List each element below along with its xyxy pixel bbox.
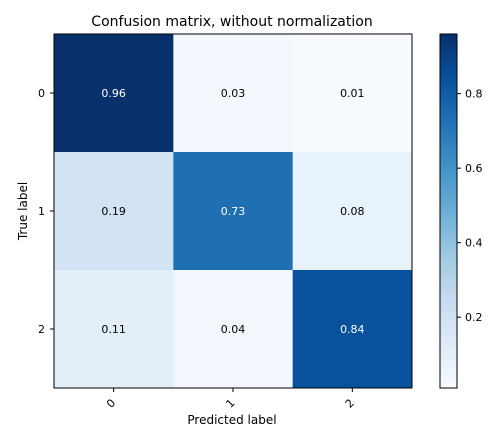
y-tick-label-0: 0: [38, 87, 45, 100]
heatmap-cell-r2-c2: [292, 270, 413, 389]
heatmap-cell-r2-c1: [173, 270, 294, 389]
heatmap-cell-label-r2-c2: 0.84: [340, 323, 365, 336]
chart-title: Confusion matrix, without normalization: [91, 14, 372, 30]
heatmap-cell-label-r2-c0: 0.11: [101, 323, 126, 336]
x-axis-label: Predicted label: [187, 413, 276, 427]
colorbar-tick-label-1: 0.4: [465, 237, 483, 250]
y-tick-label-1: 1: [38, 205, 45, 218]
heatmap-cell-label-r1-c2: 0.08: [340, 205, 365, 218]
x-tick-label-2: 2: [343, 396, 357, 410]
heatmap-cell-label-r2-c1: 0.04: [221, 323, 246, 336]
heatmap-cells: [54, 34, 413, 389]
colorbar-tick-label-2: 0.6: [465, 162, 483, 175]
colorbar-tick-label-3: 0.8: [465, 88, 483, 101]
y-axis-ticks: 0 1 2: [38, 87, 54, 336]
heatmap-cell-label-r0-c1: 0.03: [221, 87, 246, 100]
heatmap-cell-labels: 0.96 0.03 0.01 0.19 0.73 0.08 0.11 0.04 0.84: [101, 87, 364, 336]
colorbar-frame: [439, 33, 458, 389]
heatmap-cell-label-r1-c0: 0.19: [101, 205, 126, 218]
colorbar-gradient: [440, 34, 457, 388]
heatmap-cell-r1-c1: [173, 152, 294, 271]
y-tick-label-2: 2: [38, 323, 45, 336]
x-tick-label-0: 0: [104, 396, 118, 410]
heatmap-cell-r2-c0: [54, 270, 174, 389]
heatmap-cell-r1-c0: [54, 152, 174, 271]
heatmap-cell-r0-c0: [54, 34, 174, 153]
heatmap-cell-r0-c2: [292, 34, 413, 153]
heatmap-cell-label-r0-c0: 0.96: [101, 87, 126, 100]
colorbar-ticks: 0.2 0.4 0.6 0.8: [457, 88, 483, 324]
colorbar-tick-label-0: 0.2: [465, 311, 483, 324]
heatmap-cell-label-r1-c1: 0.73: [221, 205, 246, 218]
heatmap-cell-r1-c2: [292, 152, 413, 271]
heatmap-cell-r0-c1: [173, 34, 294, 153]
x-axis-ticks: 0 1 2: [104, 388, 357, 411]
x-tick-label-1: 1: [223, 396, 237, 410]
y-axis-label: True label: [16, 182, 30, 241]
heatmap-cell-label-r0-c2: 0.01: [340, 87, 365, 100]
